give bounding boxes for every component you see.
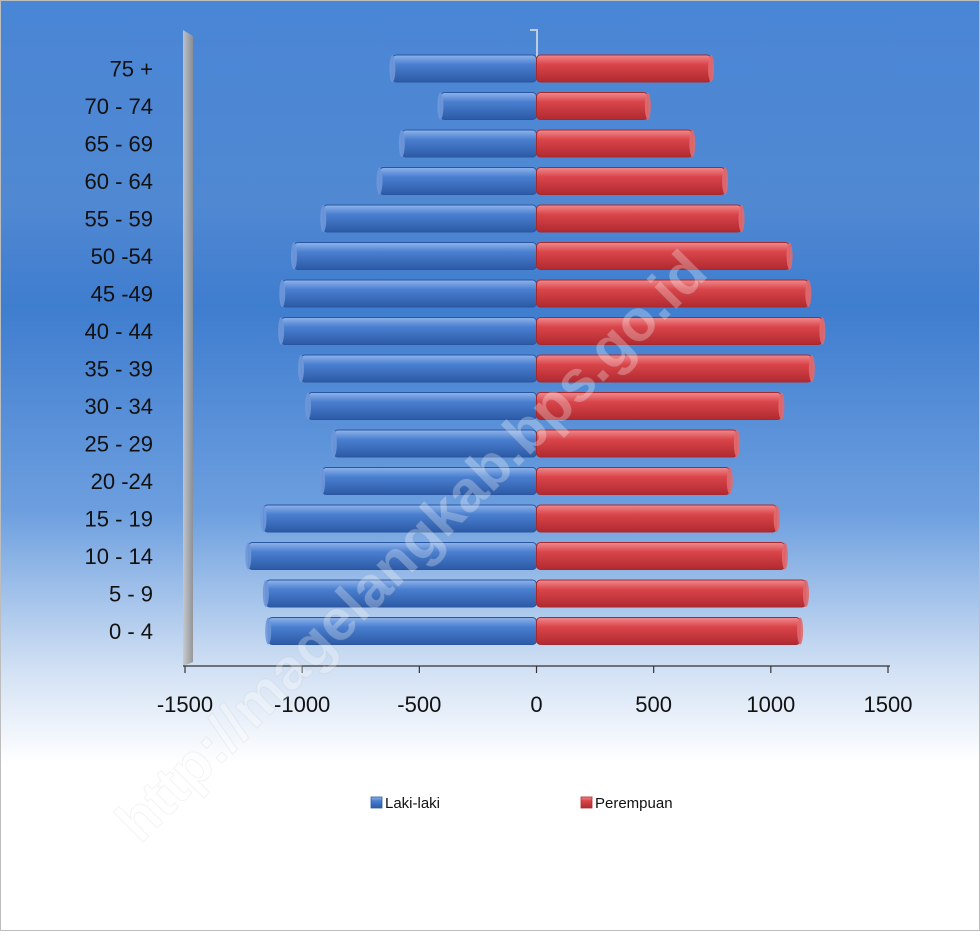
x-tick-label: -500 (397, 692, 441, 717)
y-tick-label-60-64: 60 - 64 (85, 169, 154, 194)
y-tick-label-0-4: 0 - 4 (109, 619, 153, 644)
legend-swatch-laki-laki (370, 796, 383, 809)
x-tick-label: 500 (635, 692, 672, 717)
center-top-bracket (530, 29, 538, 64)
bar-perempuan-60-64 (536, 167, 729, 195)
y-axis-labels: 0 - 4 5 - 9 10 - 14 15 - 19 20 -24 25 - 29 30 … (85, 57, 154, 645)
bar-laki-laki-60-64 (376, 167, 537, 195)
y-tick-label-65-69: 65 - 69 (85, 132, 154, 157)
bar-perempuan-30-34 (536, 392, 785, 420)
y-tick-label-35-39: 35 - 39 (85, 357, 154, 382)
plot-side-wall (183, 30, 193, 666)
bars-group (245, 54, 826, 645)
x-tick-label: 0 (530, 692, 542, 717)
bar-laki-laki-40-44 (278, 317, 537, 345)
y-tick-label-45-49: 45 -49 (91, 282, 153, 307)
x-tick-label: -1000 (274, 692, 330, 717)
y-tick-label-50-54: 50 -54 (91, 244, 153, 269)
legend-label-laki-laki: Laki-laki (385, 795, 440, 812)
x-axis-ticks: -1500 -1000 -500 0 500 1000 1500 (157, 666, 913, 717)
y-tick-label-5-9: 5 - 9 (109, 582, 153, 607)
legend-swatch-perempuan (580, 796, 593, 809)
bar-laki-laki-65-69 (398, 129, 537, 158)
bar-perempuan-55-59 (536, 204, 745, 233)
y-tick-label-75: 75 + (110, 57, 153, 82)
y-tick-label-40-44: 40 - 44 (85, 319, 154, 344)
y-tick-label-70-74: 70 - 74 (85, 94, 154, 119)
bar-perempuan-10-14 (536, 542, 788, 570)
bar-laki-laki-55-59 (320, 204, 537, 233)
x-tick-label: 1000 (746, 692, 795, 717)
bar-perempuan-15-19 (536, 504, 780, 533)
y-tick-label-20-24: 20 -24 (91, 469, 153, 494)
legend-label-perempuan: Perempuan (595, 795, 673, 812)
bar-perempuan-35-39 (536, 354, 815, 383)
bar-perempuan-65-69 (536, 129, 696, 158)
bar-perempuan-0-4 (536, 617, 804, 645)
bar-laki-laki-45-49 (279, 279, 537, 308)
bar-laki-laki-50-54 (290, 242, 537, 270)
y-tick-label-10-14: 10 - 14 (85, 544, 154, 569)
bar-perempuan-25-29 (536, 429, 740, 458)
bar-laki-laki-35-39 (297, 354, 537, 383)
bar-perempuan-75 (536, 54, 715, 83)
bar-perempuan-50-54 (536, 242, 793, 270)
bar-laki-laki-70-74 (437, 92, 538, 120)
bar-perempuan-40-44 (536, 317, 826, 345)
legend: Laki-laki Perempuan (370, 795, 673, 812)
y-tick-label-15-19: 15 - 19 (85, 507, 154, 532)
y-tick-label-25-29: 25 - 29 (85, 432, 154, 457)
bar-laki-laki-75 (389, 54, 538, 83)
bar-laki-laki-30-34 (305, 392, 537, 420)
bar-perempuan-70-74 (536, 92, 651, 120)
bar-perempuan-5-9 (536, 579, 809, 608)
x-tick-label: 1500 (864, 692, 913, 717)
y-tick-label-30-34: 30 - 34 (85, 394, 154, 419)
x-tick-label: -1500 (157, 692, 213, 717)
bar-laki-laki-0-4 (265, 617, 537, 645)
bar-perempuan-20-24 (536, 467, 733, 495)
bar-perempuan-45-49 (536, 279, 812, 308)
y-tick-label-55-59: 55 - 59 (85, 207, 154, 232)
